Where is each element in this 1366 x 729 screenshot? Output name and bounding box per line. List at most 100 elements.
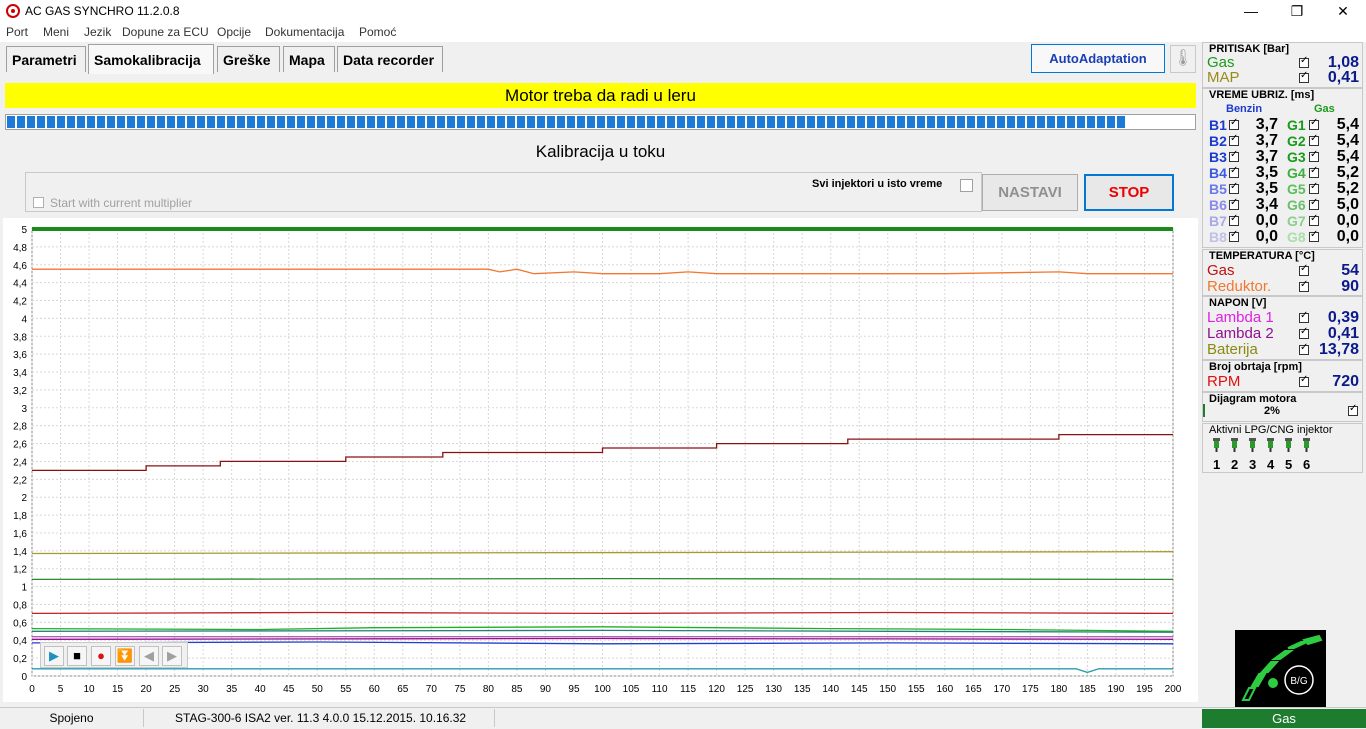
- temp-gas-checkbox[interactable]: [1299, 263, 1309, 276]
- benzin-injector-checkbox[interactable]: [1229, 197, 1239, 210]
- injector-icon: [1230, 438, 1239, 452]
- baterija-checkbox[interactable]: [1299, 342, 1309, 355]
- series-line: [31, 611, 1174, 615]
- gas-injector-checkbox[interactable]: [1309, 181, 1319, 194]
- tab-samokalibracija[interactable]: Samokalibracija: [88, 44, 214, 74]
- pressure-gas-checkbox[interactable]: [1299, 55, 1309, 68]
- rpm-group: Broj obrtaja [rpm]: [1202, 360, 1363, 392]
- benzin-injector-label: B8: [1209, 229, 1227, 245]
- benzin-injector-checkbox[interactable]: [1229, 213, 1239, 226]
- series-line: [32, 668, 1173, 674]
- app-icon: [6, 4, 20, 18]
- maximize-button[interactable]: ❐: [1290, 3, 1304, 19]
- active-injectors-header: Aktivni LPG/CNG injektor: [1209, 424, 1333, 436]
- menu-meni[interactable]: Meni: [43, 25, 70, 39]
- engine-diagram-checkbox[interactable]: [1348, 403, 1358, 416]
- autoadaptation-button[interactable]: AutoAdaptation: [1031, 44, 1165, 73]
- benzin-injector-checkbox[interactable]: [1229, 181, 1239, 194]
- temp-reduktor-checkbox[interactable]: [1299, 279, 1309, 292]
- gas-injector-checkbox[interactable]: [1309, 197, 1319, 210]
- benzin-injector-checkbox[interactable]: [1229, 149, 1239, 162]
- record-icon[interactable]: ●: [91, 646, 111, 666]
- gas-injector-label: G2: [1287, 133, 1306, 149]
- x-tick-label: 85: [511, 684, 523, 695]
- x-tick-label: 145: [851, 684, 868, 695]
- gas-injector-checkbox[interactable]: [1309, 213, 1319, 226]
- svi-injektori-checkbox[interactable]: [960, 179, 973, 192]
- tab-mapa[interactable]: Mapa: [283, 46, 335, 72]
- series-line: [31, 629, 1174, 633]
- lambda2-value: 0,41: [1327, 325, 1359, 342]
- gas-injector-checkbox[interactable]: [1309, 133, 1319, 146]
- stop-button[interactable]: STOP: [1084, 174, 1174, 211]
- temperature-header: TEMPERATURA [°C]: [1209, 250, 1315, 262]
- close-button[interactable]: ✕: [1337, 3, 1349, 19]
- brand-logo: B/G: [1235, 630, 1326, 707]
- x-tick-label: 125: [737, 684, 754, 695]
- injector-icon: [1266, 438, 1275, 452]
- rpm-checkbox[interactable]: [1299, 374, 1309, 387]
- benzin-injector-label: B2: [1209, 133, 1227, 149]
- benzin-injector-label: B3: [1209, 149, 1227, 165]
- gas-injector-value: 0,0: [1336, 228, 1359, 245]
- gas-injector-checkbox[interactable]: [1309, 165, 1319, 178]
- benzin-injector-checkbox[interactable]: [1229, 117, 1239, 130]
- y-tick-label: 1: [21, 583, 27, 594]
- baterija-label: Baterija: [1207, 341, 1258, 358]
- y-tick-label: 1,4: [13, 547, 27, 558]
- logo-text: B/G: [1290, 676, 1307, 687]
- tab-data-recorder[interactable]: Data recorder: [337, 46, 443, 72]
- gas-injector-value: 5,0: [1336, 196, 1359, 213]
- tab-parametri[interactable]: Parametri: [6, 46, 86, 72]
- scroll-right-icon[interactable]: ▶: [162, 646, 182, 666]
- menu-jezik[interactable]: Jezik: [84, 25, 112, 39]
- benzin-injector-value: 3,7: [1255, 148, 1278, 165]
- pressure-map-checkbox[interactable]: [1299, 70, 1309, 83]
- benzin-injector-label: B6: [1209, 197, 1227, 213]
- live-chart: 0 0,2 0,4 0,6 0,8 1 1,2 1,4 1,6 1,8 2 2,2 2,4 2,6 2,8 3…: [13, 225, 1182, 695]
- minimize-button[interactable]: —: [1244, 3, 1258, 19]
- x-tick-label: 90: [540, 684, 552, 695]
- scroll-left-icon[interactable]: ◀: [139, 646, 159, 666]
- lambda2-checkbox[interactable]: [1299, 326, 1309, 339]
- benzin-injector-checkbox[interactable]: [1229, 165, 1239, 178]
- gas-injector-checkbox[interactable]: [1309, 149, 1319, 162]
- play-icon[interactable]: ▶: [44, 646, 64, 666]
- calibration-progress-bar: [5, 114, 1196, 130]
- pressure-map-label: MAP: [1207, 69, 1240, 86]
- menu-dopune[interactable]: Dopune za ECU: [122, 25, 209, 39]
- x-tick-label: 45: [283, 684, 295, 695]
- injector-icon: [1212, 438, 1221, 452]
- gas-injector-checkbox[interactable]: [1309, 117, 1319, 130]
- x-tick-label: 170: [994, 684, 1011, 695]
- menu-pomoc[interactable]: Pomoć: [359, 25, 397, 39]
- benzin-injector-label: B1: [1209, 117, 1227, 133]
- window-title: AC GAS SYNCHRO 11.2.0.8: [25, 4, 180, 18]
- benzin-injector-checkbox[interactable]: [1229, 133, 1239, 146]
- x-tick-label: 25: [169, 684, 181, 695]
- gas-injector-label: G8: [1287, 229, 1306, 245]
- lambda1-checkbox[interactable]: [1299, 310, 1309, 323]
- benzin-injector-value: 3,5: [1255, 164, 1278, 181]
- menu-dokumentacija[interactable]: Dokumentacija: [265, 25, 345, 39]
- y-tick-label: 4,8: [13, 243, 27, 254]
- y-tick-label: 4,4: [13, 279, 27, 290]
- title-bar: [0, 0, 1366, 22]
- gas-injector-label: G4: [1287, 165, 1306, 181]
- x-tick-label: 200: [1165, 684, 1182, 695]
- pressure-gas-label: Gas: [1207, 54, 1235, 71]
- menu-port[interactable]: Port: [6, 25, 29, 39]
- thermometer-icon[interactable]: 🌡: [1170, 45, 1196, 73]
- benzin-injector-value: 3,7: [1255, 132, 1278, 149]
- engine-diagram-header: Dijagram motora: [1209, 393, 1297, 405]
- scroll-down-icon[interactable]: ⏬: [115, 646, 135, 666]
- rpm-label: RPM: [1207, 373, 1241, 390]
- tab-greske[interactable]: Greške: [217, 46, 280, 72]
- benzin-injector-checkbox[interactable]: [1229, 229, 1239, 242]
- y-tick-label: 0,6: [13, 618, 27, 629]
- stop-icon[interactable]: ■: [67, 646, 87, 666]
- menu-opcije[interactable]: Opcije: [217, 25, 252, 39]
- gas-injector-checkbox[interactable]: [1309, 229, 1319, 242]
- x-tick-label: 95: [568, 684, 580, 695]
- x-tick-label: 10: [83, 684, 95, 695]
